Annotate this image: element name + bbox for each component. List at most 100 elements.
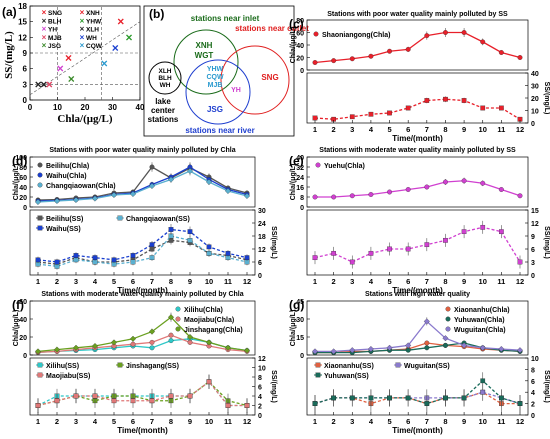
x-tick-label: 7 bbox=[150, 417, 154, 426]
y-tick-label: 40 bbox=[19, 185, 27, 192]
y-tick-label: 6 bbox=[258, 260, 262, 267]
data-point bbox=[349, 193, 355, 199]
data-point bbox=[206, 250, 212, 256]
data-point bbox=[224, 187, 232, 195]
data-point bbox=[168, 332, 174, 338]
data-point bbox=[130, 398, 136, 404]
data-point bbox=[186, 167, 194, 175]
x-tick-label: 7 bbox=[150, 277, 154, 286]
legend-label: MJB bbox=[48, 35, 62, 42]
x-tick-label: 4 bbox=[369, 277, 374, 286]
data-point bbox=[35, 403, 41, 408]
legend-label: YH bbox=[48, 27, 57, 34]
station-label: JSG bbox=[207, 105, 223, 114]
river-label: stations near river bbox=[185, 126, 254, 135]
panel-letter: (a) bbox=[2, 5, 17, 19]
x-tick-label: 11 bbox=[497, 417, 505, 426]
data-point bbox=[244, 255, 250, 261]
x-tick-label: 5 bbox=[387, 417, 391, 426]
panel-letter: (c) bbox=[289, 17, 304, 31]
legend-label: Beilihu(Chla) bbox=[46, 163, 89, 170]
y-axis-label: SS/(mg/L) bbox=[3, 31, 15, 79]
x-tick-label: 3 bbox=[350, 277, 354, 286]
series-line bbox=[37, 380, 248, 407]
y-tick-label: 20 bbox=[19, 195, 27, 202]
panel-letter: (f) bbox=[12, 298, 24, 312]
data-point bbox=[91, 342, 99, 350]
y-tick-label: 0 bbox=[300, 68, 304, 75]
y-tick-label: 10 bbox=[531, 356, 539, 363]
y-tick-label: 40 bbox=[19, 317, 27, 324]
legend-label: XNH bbox=[86, 10, 100, 17]
data-point: × bbox=[65, 51, 72, 65]
data-point bbox=[516, 347, 524, 354]
legend-marker bbox=[37, 225, 43, 231]
y-axis-label-right: SS/(mg/L) bbox=[543, 226, 550, 259]
station-label: XNH bbox=[196, 41, 213, 50]
data-point bbox=[461, 342, 468, 349]
y-tick-label: 12 bbox=[18, 33, 27, 42]
data-point bbox=[312, 401, 318, 406]
data-point bbox=[479, 344, 486, 351]
data-point bbox=[368, 192, 374, 197]
y-tick-label: 6 bbox=[23, 65, 28, 74]
legend-marker: × bbox=[80, 8, 85, 17]
data-point bbox=[443, 237, 448, 243]
lake-center-label: center bbox=[151, 106, 175, 115]
y-tick-label: 60 bbox=[296, 31, 304, 38]
y-tick-label: 60 bbox=[19, 299, 27, 306]
legend-label: Yuhuwan(SS) bbox=[324, 373, 369, 380]
y-tick-label: 0 bbox=[531, 273, 535, 280]
x-tick-label: 7 bbox=[425, 417, 429, 426]
data-point bbox=[480, 180, 486, 186]
plot-frame bbox=[306, 300, 529, 356]
data-point bbox=[205, 339, 213, 346]
data-point bbox=[149, 345, 155, 351]
legend-label: Xilihu(Chla) bbox=[184, 307, 223, 314]
data-point bbox=[480, 378, 486, 384]
legend-marker: × bbox=[42, 16, 47, 25]
data-point bbox=[149, 339, 155, 345]
x-tick-label: 11 bbox=[497, 277, 505, 286]
data-point bbox=[206, 244, 212, 250]
data-point bbox=[34, 348, 42, 355]
y-tick-label: 0 bbox=[300, 353, 304, 360]
y-tick-label: 18 bbox=[18, 2, 27, 11]
station-label: YH bbox=[231, 87, 241, 94]
legend-marker bbox=[395, 362, 401, 368]
y-axis-label-right: SS/(mg/L) bbox=[270, 226, 277, 259]
x-tick-label: 11 bbox=[224, 277, 232, 286]
y-tick-label: 30 bbox=[258, 208, 266, 215]
y-tick-label: 10 bbox=[258, 366, 266, 373]
data-point bbox=[498, 345, 505, 353]
data-point bbox=[368, 53, 374, 59]
data-point bbox=[111, 398, 117, 404]
data-point bbox=[423, 318, 430, 325]
data-point bbox=[368, 395, 374, 401]
y-tick-label: 9 bbox=[531, 234, 535, 241]
line-chart-f: Stations with moderate water quality mai… bbox=[12, 291, 277, 435]
data-point bbox=[461, 178, 467, 184]
data-point bbox=[244, 403, 250, 408]
data-point bbox=[387, 189, 392, 195]
y-tick-label: 12 bbox=[258, 247, 266, 254]
y-tick-label: 6 bbox=[258, 385, 262, 392]
chart-title: Stations with high water quality bbox=[365, 291, 470, 298]
x-tick-label: 1 bbox=[36, 277, 40, 286]
station-label: SNG bbox=[261, 73, 278, 82]
legend-label: JSG bbox=[48, 43, 61, 50]
series-line bbox=[315, 342, 521, 354]
series-line bbox=[314, 31, 521, 64]
x-tick-label: 6 bbox=[131, 417, 135, 426]
legend-marker: × bbox=[80, 16, 85, 25]
data-point bbox=[480, 105, 486, 111]
legend-marker bbox=[445, 316, 451, 322]
panel-letter: (e) bbox=[289, 154, 304, 168]
line-chart-c: Stations with poor water quality mainly … bbox=[289, 11, 550, 143]
data-point bbox=[405, 347, 411, 353]
data-point bbox=[187, 237, 193, 243]
x-tick-label: 20 bbox=[81, 103, 90, 112]
data-point bbox=[225, 250, 231, 256]
plot-frame bbox=[29, 156, 256, 208]
